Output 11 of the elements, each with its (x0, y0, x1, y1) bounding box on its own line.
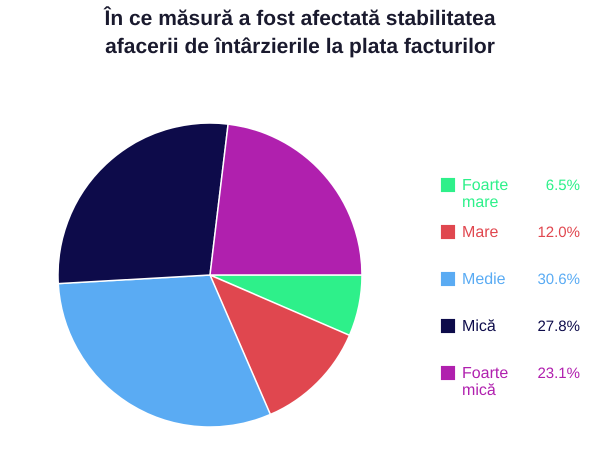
legend-label: Mare (462, 224, 499, 241)
legend-label: Medie (462, 271, 506, 288)
data-label: 23.1% (537, 365, 580, 382)
chart-title: În ce măsură a fost afectată stabilitatea afacerii de întârzierile la plata facturilor (104, 6, 496, 58)
data-label: 12.0% (537, 224, 580, 241)
legend-label: Foarte mare (462, 177, 508, 211)
legend-label: Foarte mică (462, 365, 508, 399)
legend-label: Mică (462, 318, 496, 335)
data-label: 6.5% (546, 177, 580, 194)
data-label: 27.8% (537, 318, 580, 335)
data-label: 30.6% (537, 271, 580, 288)
